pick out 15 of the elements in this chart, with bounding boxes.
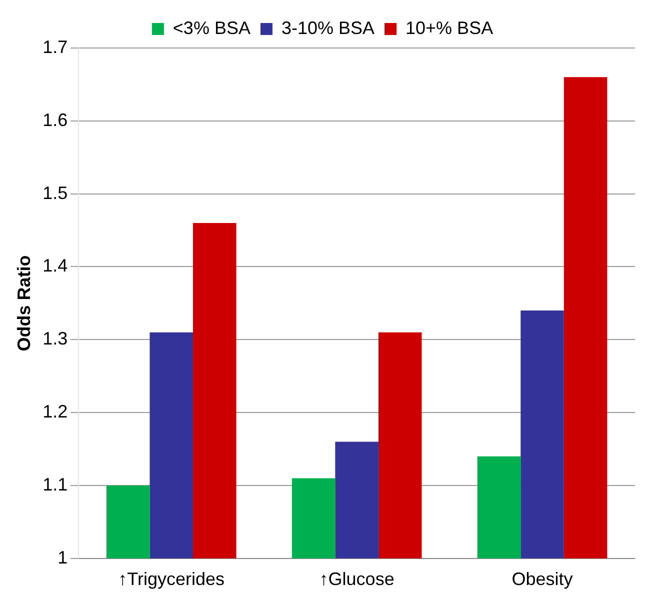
y-tick-label: 1.1 [42, 474, 68, 494]
legend-label: 10+% BSA [406, 18, 494, 38]
legend-label: 3-10% BSA [281, 18, 375, 38]
x-tick-label: ↑Glucose [319, 569, 394, 590]
y-tick-label: 1.6 [42, 110, 68, 130]
x-tick-label: Obesity [512, 569, 573, 590]
y-tick-label: 1 [58, 547, 68, 568]
x-tick-label: ↑Trigycerides [118, 569, 225, 590]
y-tick-label: 1.7 [42, 36, 68, 57]
y-tick-label: 1.5 [42, 182, 68, 203]
legend-label: <3% BSA [172, 18, 250, 38]
y-tick-label: 1.3 [42, 328, 68, 349]
y-axis-title: Odds Ratio [14, 255, 34, 352]
y-tick-label: 1.4 [42, 256, 68, 276]
y-tick-label: 1.2 [42, 402, 68, 422]
